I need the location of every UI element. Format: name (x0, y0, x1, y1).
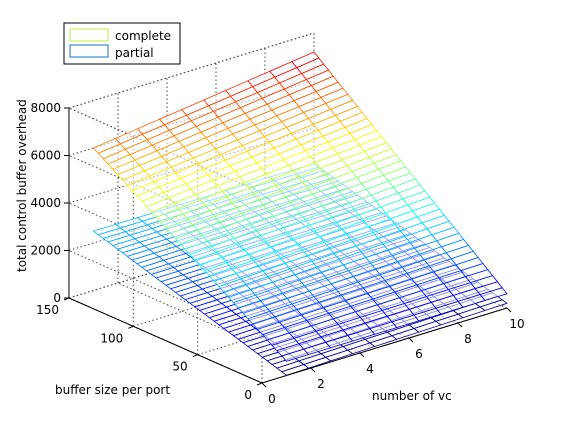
z-tick-label-3: 6000 (30, 149, 61, 163)
y-tick-mark-2 (128, 325, 134, 329)
z-tick-label-4: 8000 (30, 101, 61, 115)
x-tick-mark-0 (261, 382, 267, 388)
x-tick-mark-1 (310, 367, 316, 373)
x-tick-mark-2 (359, 352, 365, 358)
x-tick-label-5: 10 (509, 317, 524, 331)
y-axis-label: buffer size per port (55, 383, 170, 397)
x-axis-line (261, 307, 508, 384)
x-axis-label: number of vc (372, 389, 452, 403)
x-tick-mark-4 (457, 322, 463, 328)
z-tick-label-0: 0 (53, 291, 61, 305)
x-tick-mark-3 (408, 337, 414, 343)
legend: complete partial (63, 22, 181, 65)
y-tick-label-1: 50 (172, 360, 187, 374)
box-edge-top-back (68, 32, 315, 109)
x-tick-label-0: 0 (268, 392, 276, 406)
x-tick-label-2: 4 (366, 362, 374, 376)
x-tick-mark-5 (506, 307, 512, 313)
legend-swatch-partial (69, 44, 109, 58)
mesh-cell (291, 51, 320, 69)
legend-label-partial: partial (115, 46, 154, 60)
y-tick-label-0: 0 (244, 388, 252, 402)
x-tick-label-1: 2 (317, 377, 325, 391)
x-tick-label-3: 6 (415, 347, 423, 361)
legend-swatch-complete (69, 28, 109, 42)
y-tick-label-2: 100 (100, 331, 123, 345)
y-tick-mark-1 (192, 354, 198, 358)
surface-layer (92, 51, 508, 376)
z-tick-label-2: 4000 (30, 196, 61, 210)
legend-label-complete: complete (115, 29, 171, 43)
y-axis-line (68, 297, 263, 384)
grid-line-x-floor-1 (117, 282, 312, 369)
grid-line-z-sidewall-1 (68, 250, 263, 336)
x-tick-label-4: 8 (464, 332, 472, 346)
z-tick-label-1: 2000 (30, 244, 61, 258)
y-tick-label-3: 150 (36, 303, 59, 317)
z-axis-label: total control buffer overhead (15, 99, 29, 272)
surface-complete (92, 51, 508, 362)
y-tick-mark-0 (256, 382, 263, 386)
